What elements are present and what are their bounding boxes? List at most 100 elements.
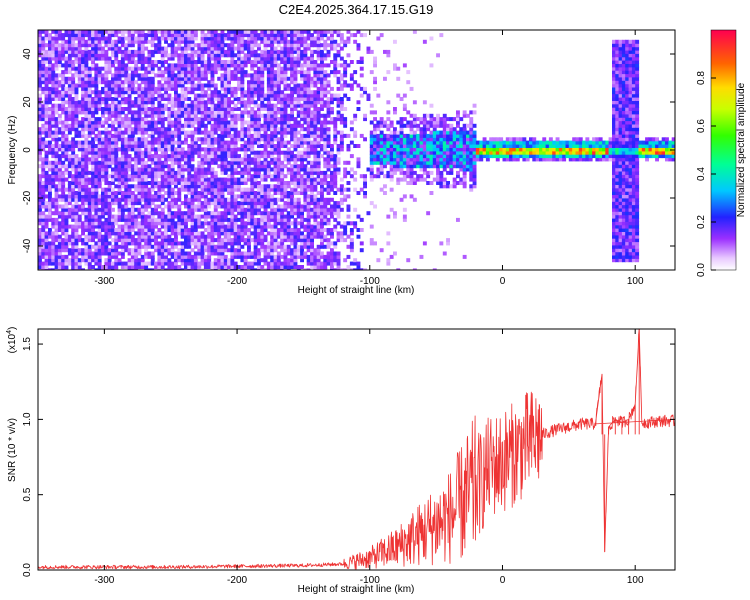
heatmap-cell xyxy=(77,60,82,64)
heatmap-cell xyxy=(124,194,129,199)
heatmap-cell xyxy=(286,147,291,152)
heatmap-cell xyxy=(120,49,125,54)
heatmap-cell xyxy=(127,184,132,189)
heatmap-cell xyxy=(77,130,82,135)
heatmap-cell xyxy=(77,224,82,229)
heatmap-cell xyxy=(233,113,238,118)
heatmap-cell xyxy=(140,130,145,135)
heatmap-cell xyxy=(303,46,308,51)
heatmap-cell xyxy=(190,133,195,138)
heatmap-cell xyxy=(180,66,185,71)
heatmap-cell xyxy=(197,248,202,253)
heatmap-cell xyxy=(260,83,265,88)
heatmap-cell xyxy=(293,234,298,239)
heatmap-cell xyxy=(260,127,265,132)
heatmap-cell xyxy=(253,268,258,270)
heatmap-cell xyxy=(61,204,66,209)
heatmap-cell xyxy=(203,107,208,111)
heatmap-cell xyxy=(51,150,56,155)
heatmap-cell xyxy=(223,248,228,253)
heatmap-cell xyxy=(41,224,46,229)
heatmap-cell xyxy=(38,221,42,226)
heatmap-cell xyxy=(213,63,218,68)
heatmap-cell xyxy=(180,56,185,61)
heatmap-cell xyxy=(270,83,275,88)
heatmap-cell xyxy=(280,113,285,118)
heatmap-cell xyxy=(174,157,178,162)
heatmap-cell xyxy=(71,30,76,34)
heatmap-cell xyxy=(94,177,99,182)
heatmap-cell xyxy=(48,194,52,199)
heatmap-cell xyxy=(223,170,228,175)
heatmap-cell xyxy=(38,254,42,259)
heatmap-cell xyxy=(48,177,52,182)
heatmap-cell xyxy=(174,66,178,71)
heatmap-cell xyxy=(134,170,139,175)
heatmap-cell xyxy=(266,49,271,54)
heatmap-cell xyxy=(130,70,135,75)
heatmap-cell xyxy=(270,56,275,61)
heatmap-cell xyxy=(223,36,228,41)
heatmap-cell xyxy=(71,49,76,54)
heatmap-cell xyxy=(233,224,238,229)
heatmap-cell xyxy=(217,43,222,48)
heatmap-cell xyxy=(87,49,92,54)
heatmap-cell xyxy=(154,191,158,195)
heatmap-cell xyxy=(61,150,66,155)
heatmap-cell xyxy=(190,113,195,118)
heatmap-cell xyxy=(217,120,222,125)
heatmap-cell xyxy=(177,83,182,88)
heatmap-cell xyxy=(247,241,251,246)
heatmap-cell xyxy=(250,184,255,189)
heatmap-cell xyxy=(120,33,125,38)
heatmap-cell xyxy=(263,204,268,209)
heatmap-cell xyxy=(84,187,89,192)
heatmap-cell xyxy=(273,177,278,182)
heatmap-cell xyxy=(180,254,185,259)
heatmap-cell xyxy=(177,251,182,256)
heatmap-cell xyxy=(170,170,175,175)
heatmap-cell xyxy=(303,170,308,175)
heatmap-cell xyxy=(64,201,69,206)
heatmap-cell xyxy=(101,97,105,101)
heatmap-cell xyxy=(253,120,258,125)
heatmap-cell xyxy=(203,150,208,155)
heatmap-cell xyxy=(217,63,222,68)
heatmap-cell xyxy=(107,117,112,122)
heatmap-cell xyxy=(230,207,235,212)
heatmap-cell xyxy=(114,83,119,88)
heatmap-cell xyxy=(104,30,109,34)
heatmap-cell xyxy=(124,53,129,58)
heatmap-cell xyxy=(200,97,205,101)
heatmap-cell xyxy=(197,254,202,259)
heatmap-cell xyxy=(120,238,125,243)
heatmap-cell xyxy=(107,36,112,41)
heatmap-cell xyxy=(134,97,139,101)
heatmap-cell xyxy=(117,123,122,128)
heatmap-cell xyxy=(41,170,46,175)
heatmap-cell xyxy=(51,133,56,138)
heatmap-cell xyxy=(217,150,222,155)
heatmap-cell xyxy=(247,120,251,125)
heatmap-cell xyxy=(230,194,235,199)
heatmap-cell xyxy=(270,130,275,135)
heatmap-cell xyxy=(114,93,119,98)
heatmap-cell xyxy=(270,49,275,54)
heatmap-cell xyxy=(137,258,142,263)
heatmap-cell xyxy=(84,191,89,195)
heatmap-cell xyxy=(283,100,288,105)
heatmap-cell xyxy=(286,261,291,266)
heatmap-cell xyxy=(240,251,245,256)
heatmap-cell xyxy=(260,103,265,108)
heatmap-cell xyxy=(130,39,135,44)
heatmap-cell xyxy=(260,268,265,270)
heatmap-cell xyxy=(283,33,288,38)
heatmap-cell xyxy=(117,211,122,216)
heatmap-cell xyxy=(117,238,122,243)
heatmap-cell xyxy=(227,231,231,236)
heatmap-cell xyxy=(283,265,288,269)
heatmap-cell xyxy=(217,187,222,192)
heatmap-cell xyxy=(147,174,152,179)
heatmap-cell xyxy=(57,181,62,185)
heatmap-cell xyxy=(190,177,195,182)
